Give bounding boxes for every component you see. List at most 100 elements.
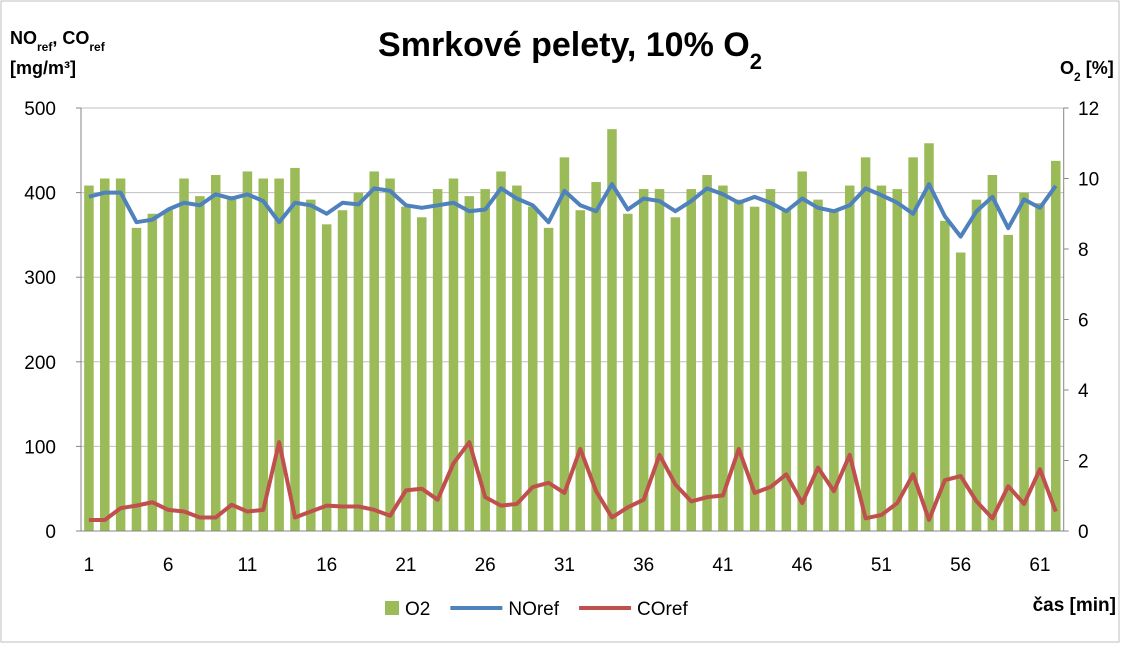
x-tick-label: 56 bbox=[950, 555, 971, 576]
bar bbox=[1019, 192, 1029, 531]
bar bbox=[876, 185, 887, 532]
bar bbox=[385, 178, 395, 531]
x-tick-label: 51 bbox=[871, 555, 892, 576]
bar bbox=[702, 174, 712, 531]
bar bbox=[1051, 160, 1061, 531]
text-part: 2 bbox=[750, 49, 762, 74]
bar bbox=[242, 171, 253, 531]
x-tick-label: 41 bbox=[712, 555, 733, 576]
bar bbox=[274, 178, 284, 531]
y2-tick-label: 0 bbox=[1078, 522, 1089, 543]
x-tick-label: 36 bbox=[633, 555, 654, 576]
bar bbox=[797, 171, 807, 531]
legend-label: NOref bbox=[508, 599, 559, 620]
bar bbox=[654, 189, 665, 531]
bar bbox=[179, 178, 189, 531]
y2-tick-label: 10 bbox=[1078, 170, 1099, 191]
bar bbox=[353, 192, 364, 531]
bar bbox=[432, 189, 443, 531]
bar bbox=[512, 185, 522, 532]
rich-text: O2 [%] bbox=[1060, 58, 1114, 84]
bar bbox=[908, 157, 918, 531]
x-tick-label: 1 bbox=[84, 555, 95, 576]
bar bbox=[718, 185, 728, 532]
text-part: [%] bbox=[1081, 58, 1114, 78]
text-part: O bbox=[1060, 58, 1074, 78]
bar bbox=[765, 189, 776, 531]
bar bbox=[195, 196, 205, 531]
x-tick-label: 16 bbox=[316, 555, 337, 576]
bar bbox=[623, 213, 633, 531]
x-tick-label: 26 bbox=[475, 555, 496, 576]
bar bbox=[670, 217, 681, 531]
text-part: 2 bbox=[1074, 70, 1081, 84]
legend-label: COref bbox=[637, 599, 688, 620]
bar bbox=[543, 227, 554, 531]
y-tick-label: 400 bbox=[24, 184, 56, 205]
x-tick-label: 31 bbox=[554, 555, 575, 576]
bar bbox=[971, 199, 982, 531]
bar bbox=[464, 196, 475, 531]
bar bbox=[163, 210, 173, 531]
bar bbox=[496, 171, 506, 531]
bar bbox=[100, 178, 110, 531]
bar bbox=[829, 210, 839, 531]
bar bbox=[290, 167, 300, 532]
bar bbox=[115, 178, 126, 531]
bar bbox=[417, 217, 427, 531]
bar bbox=[781, 210, 792, 531]
bar bbox=[955, 252, 966, 531]
bar bbox=[258, 178, 269, 531]
bar bbox=[84, 185, 94, 532]
bar bbox=[734, 199, 744, 531]
bar bbox=[924, 143, 934, 531]
x-axis-label: čas [min] bbox=[1033, 595, 1116, 616]
bar bbox=[369, 171, 379, 531]
bar bbox=[638, 189, 649, 531]
text-part: ref bbox=[37, 40, 53, 54]
bar bbox=[860, 157, 871, 531]
line bbox=[88, 440, 1058, 522]
y-tick-label: 200 bbox=[24, 353, 56, 374]
legend-swatch bbox=[385, 601, 399, 615]
y-tick-label: 100 bbox=[24, 437, 56, 458]
bar bbox=[321, 224, 332, 531]
rich-text: Smrkové pelety, 10% O2 bbox=[378, 26, 762, 74]
x-tick-label: 46 bbox=[792, 555, 813, 576]
bar bbox=[940, 220, 950, 532]
bar bbox=[607, 129, 617, 531]
bar bbox=[401, 206, 411, 531]
y2-tick-label: 4 bbox=[1078, 381, 1089, 402]
x-tick-label: 21 bbox=[395, 555, 416, 576]
text-part: ref bbox=[89, 40, 105, 54]
text-part: [mg/m³] bbox=[10, 58, 76, 78]
bar bbox=[559, 157, 570, 531]
bar bbox=[306, 199, 316, 531]
bar bbox=[892, 189, 903, 531]
line bbox=[88, 182, 1058, 239]
x-tick-label: 61 bbox=[1029, 555, 1050, 576]
bar bbox=[527, 206, 538, 531]
rich-text: [mg/m³] bbox=[10, 58, 76, 78]
bar bbox=[987, 174, 998, 531]
bar bbox=[1003, 234, 1013, 531]
y-tick-label: 300 bbox=[24, 268, 56, 289]
bar bbox=[131, 227, 142, 531]
bar bbox=[686, 189, 696, 531]
x-tick-label: 11 bbox=[238, 555, 258, 576]
bar bbox=[749, 206, 760, 531]
bar bbox=[147, 213, 158, 531]
y2-tick-label: 2 bbox=[1078, 452, 1089, 473]
bar bbox=[844, 185, 855, 532]
y-tick-label: 500 bbox=[24, 99, 56, 120]
x-tick-label: 6 bbox=[163, 555, 174, 576]
bar bbox=[575, 210, 586, 531]
y2-tick-label: 8 bbox=[1078, 240, 1089, 261]
y2-tick-label: 6 bbox=[1078, 311, 1089, 332]
text-part: NO bbox=[10, 28, 37, 48]
bar bbox=[591, 182, 601, 531]
bar bbox=[337, 210, 348, 531]
y-tick-label: 0 bbox=[45, 522, 56, 543]
text-part: Smrkové pelety, 10% O bbox=[378, 26, 750, 64]
